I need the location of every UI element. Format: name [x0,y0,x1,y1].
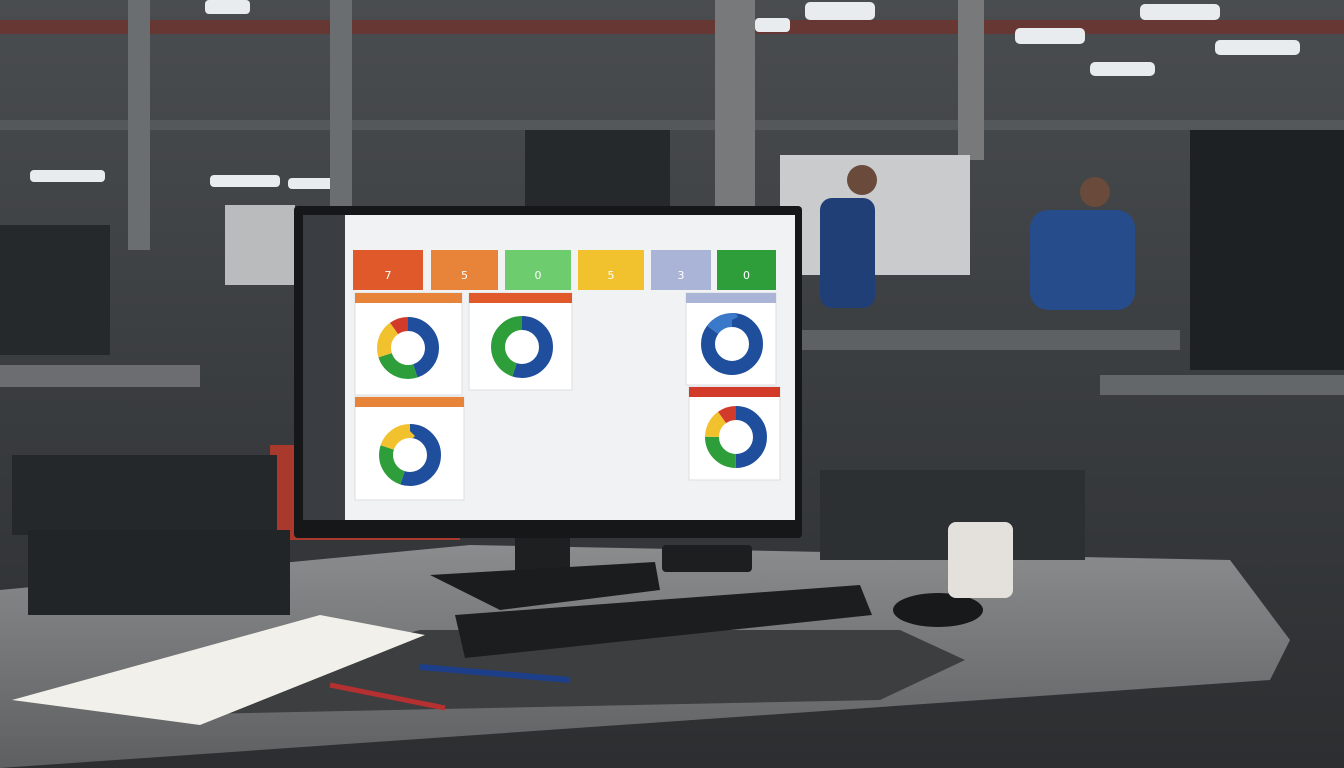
donut-segment [379,424,441,486]
donut-panels [354,292,781,501]
kpi-tile [578,250,644,290]
panel-header [469,293,572,303]
kpi-value: 0 [743,269,750,282]
donut-segment [705,406,767,468]
mouse [893,593,983,627]
kpi-value: 7 [385,269,392,282]
workbench [1100,375,1344,395]
donut-segment [701,313,763,375]
donut-segment [379,424,441,486]
panel [354,292,463,396]
kpi-value: 3 [678,269,685,282]
donut-segment [705,406,767,468]
donut-segment [377,317,439,379]
donut-segment [377,317,439,379]
beam [0,120,1344,130]
kpi-row: 7 5 0 5 3 0 [353,250,776,290]
worker [1030,177,1135,310]
kpi-tile [505,250,571,290]
kpi-tile [651,250,711,290]
keyboard [455,585,872,658]
sidebar [303,215,345,520]
usb-hub [662,545,752,572]
panel-header [689,387,780,397]
pencil [329,682,446,711]
parts-bins [12,455,1085,615]
kpi-value: 5 [608,269,615,282]
panel-header [686,293,776,303]
pillars [128,0,984,250]
monitor-base [430,562,660,610]
workbench [0,365,200,387]
workbench [800,330,1180,350]
panel-header [355,397,464,407]
panel-header [355,293,462,303]
donut-segment [377,317,439,379]
kpi-value: 0 [535,269,542,282]
kpi-tile [717,250,776,290]
donut-segment [491,316,553,378]
ceiling-lights [30,0,1300,189]
kpi-tile [431,250,498,290]
pen [419,664,571,683]
beam [0,20,1344,34]
kpi-tile [353,250,423,290]
mug [948,522,1013,598]
worker [820,165,877,308]
notebook [12,615,425,725]
kpi-value: 5 [461,269,468,282]
